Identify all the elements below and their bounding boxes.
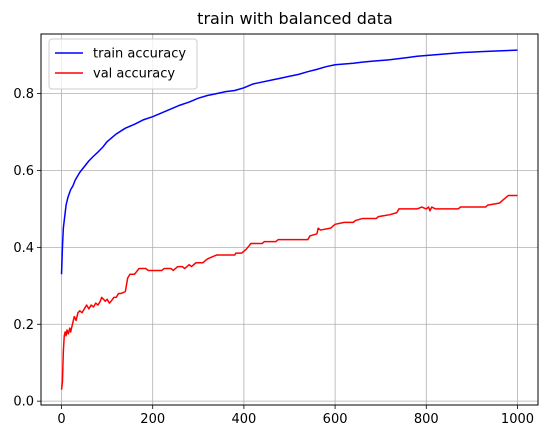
legend: train accuracy val accuracy — [48, 38, 198, 90]
x-tick-label: 600 — [323, 412, 348, 427]
y-tick-label: 0.2 — [13, 318, 34, 333]
legend-label: val accuracy — [93, 67, 175, 82]
grid — [41, 34, 538, 405]
series-line-val-accuracy — [60, 194, 518, 390]
y-tick-label: 0.8 — [13, 87, 34, 102]
x-tick-label: 800 — [414, 412, 439, 427]
series-line-train-accuracy — [60, 49, 518, 275]
legend-label: train accuracy — [93, 47, 186, 62]
plot-frame — [40, 33, 539, 406]
x-tick-label: 400 — [231, 412, 256, 427]
x-tick-label: 0 — [57, 412, 65, 427]
legend-box — [48, 38, 198, 90]
y-tick-label: 0.6 — [13, 164, 34, 179]
axis-ticks: 0 200 400 600 800 1000 0.0 0.2 0.4 0.6 0.8 — [13, 87, 534, 427]
x-tick-label: 200 — [140, 412, 165, 427]
y-tick-label: 0.0 — [13, 395, 34, 410]
series-layer — [60, 49, 518, 390]
x-tick-label: 1000 — [501, 412, 534, 427]
y-tick-label: 0.4 — [13, 241, 34, 256]
chart-title: train with balanced data — [197, 9, 393, 28]
